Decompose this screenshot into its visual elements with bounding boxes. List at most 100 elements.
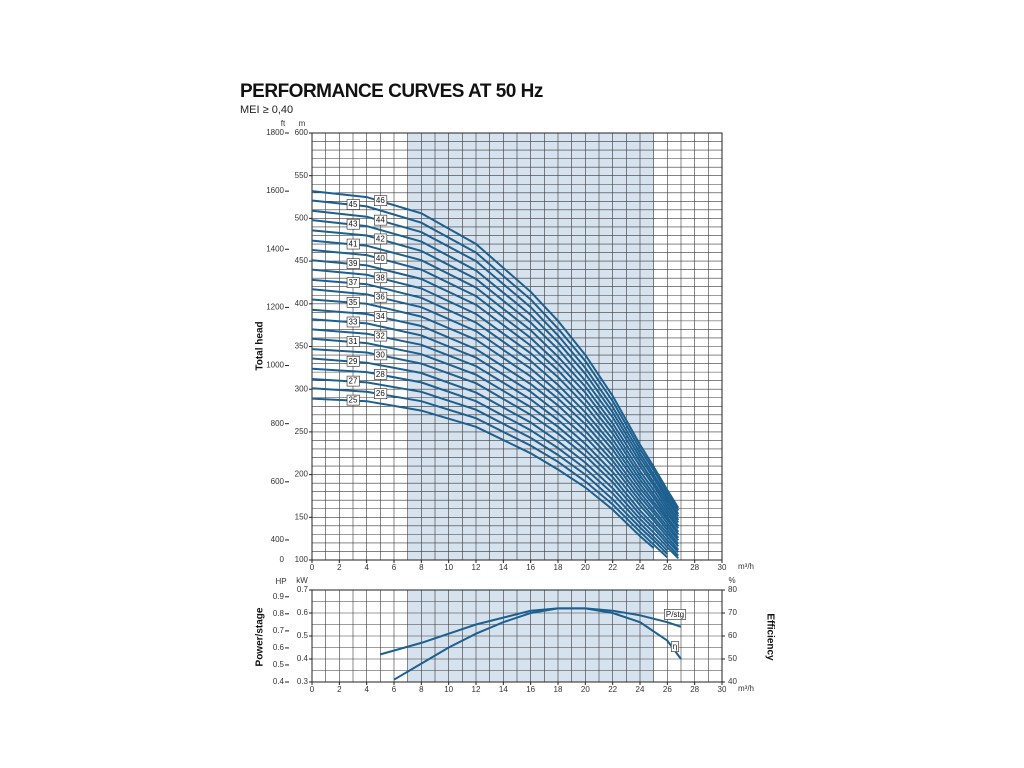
x-tick-label: 24 [636,685,645,694]
curve [311,318,680,547]
x-tick-label: 2 [337,563,342,572]
x-tick-label: 12 [472,685,481,694]
curve-label: 30 [376,350,385,359]
y-tick-label: 0.3 [297,677,309,686]
label-box [346,355,360,367]
y-tick-label: 150 [295,512,309,521]
hp-tick-label: 0.4 [273,677,285,686]
x-tick-label: 14 [499,563,508,572]
x-tick-label: 4 [364,563,369,572]
curve [311,397,655,549]
y-tick-label: 350 [295,342,309,351]
curve-label: 39 [349,259,358,268]
label-box [374,233,388,245]
curve-label: P/stg [666,610,684,619]
x-tick-label: 16 [526,563,535,572]
x-tick-label: 12 [472,563,481,572]
y-unit: m [299,119,306,128]
curve [311,278,680,536]
y2-tick-label: 60 [728,631,737,640]
curve-label: 29 [349,357,358,366]
x-tick-label: 4 [364,685,369,694]
x-tick-label: 18 [554,685,563,694]
ft-tick-label: 1600 [266,186,284,195]
label-box [346,218,360,230]
label-box [346,199,360,210]
curve [311,367,669,552]
curve-label: 26 [376,389,385,398]
label-box [374,214,388,226]
curve-label: 33 [349,317,358,326]
chart-title: PERFORMANCE CURVES AT 50 Hz [240,81,543,102]
label-box [670,641,680,652]
hp-tick-label: 0.6 [273,643,285,652]
y-tick-label: 0.4 [297,654,309,663]
curve [311,209,680,515]
chart-subtitle: MEI ≥ 0,40 [240,104,293,116]
y-axis-label: Total head [255,321,266,370]
curve-label: 37 [349,278,358,287]
x-tick-label: 0 [310,685,315,694]
x-tick-label: 20 [581,563,590,572]
label-box [374,253,388,264]
x-tick-label: 14 [499,685,508,694]
label-box [374,349,388,361]
label-box [346,277,360,288]
curve-label: 41 [349,240,358,249]
curve-label: 28 [376,370,385,379]
y-tick-label: 0.6 [297,608,309,617]
curve-label: 42 [376,234,385,243]
x-tick-label: 10 [444,685,453,694]
y-tick-label: 200 [295,470,309,479]
x-tick-label: 22 [608,563,617,572]
label-box [346,394,360,406]
y2-tick-label: 70 [728,608,737,617]
y2-tick-label: 40 [728,677,737,686]
y-tick-label: 500 [295,214,309,223]
y-tick-label: 250 [295,427,309,436]
curve-label: 31 [349,337,358,346]
curve [311,259,680,530]
hp-tick-label: 0.7 [273,626,285,635]
curve [311,308,680,545]
curve-label: 36 [376,293,385,302]
x-tick-label: 10 [444,563,453,572]
x-unit: m³/h [738,684,754,693]
hp-unit: HP [275,577,286,586]
curve-label: 43 [349,220,358,229]
curve [311,219,680,517]
x-tick-label: 18 [554,563,563,572]
curve [311,249,680,527]
curve [311,268,680,533]
label-box [374,388,388,400]
x-tick-label: 6 [392,685,397,694]
curve [311,288,680,539]
y2-tick-label: 80 [728,585,737,594]
x-tick-label: 30 [718,685,727,694]
label-box [374,311,388,322]
curve-label: 44 [376,216,385,225]
curve-label: 38 [376,273,385,282]
ft-tick-label: 600 [271,477,285,486]
curve-label: 25 [349,396,358,405]
x-tick-label: 24 [636,563,645,572]
y-tick-label: 600 [295,128,309,137]
curve-label: 35 [349,298,358,307]
curve [311,199,680,512]
x-tick-label: 26 [663,685,672,694]
ft-tick-label: 1400 [266,244,284,253]
curve [311,378,669,555]
y-tick-label: 400 [295,299,309,308]
curve [311,298,680,542]
label-box [346,258,360,269]
ft-tick-label: 1800 [266,128,284,137]
label-box [346,297,360,308]
x-tick-label: 16 [526,685,535,694]
x-tick-label: 22 [608,685,617,694]
y2-unit: % [728,576,735,585]
curve-label: 46 [376,196,385,205]
curve-label: η [673,642,677,651]
y-tick-label: 0.5 [297,631,309,640]
hp-tick-label: 0.8 [273,609,285,618]
